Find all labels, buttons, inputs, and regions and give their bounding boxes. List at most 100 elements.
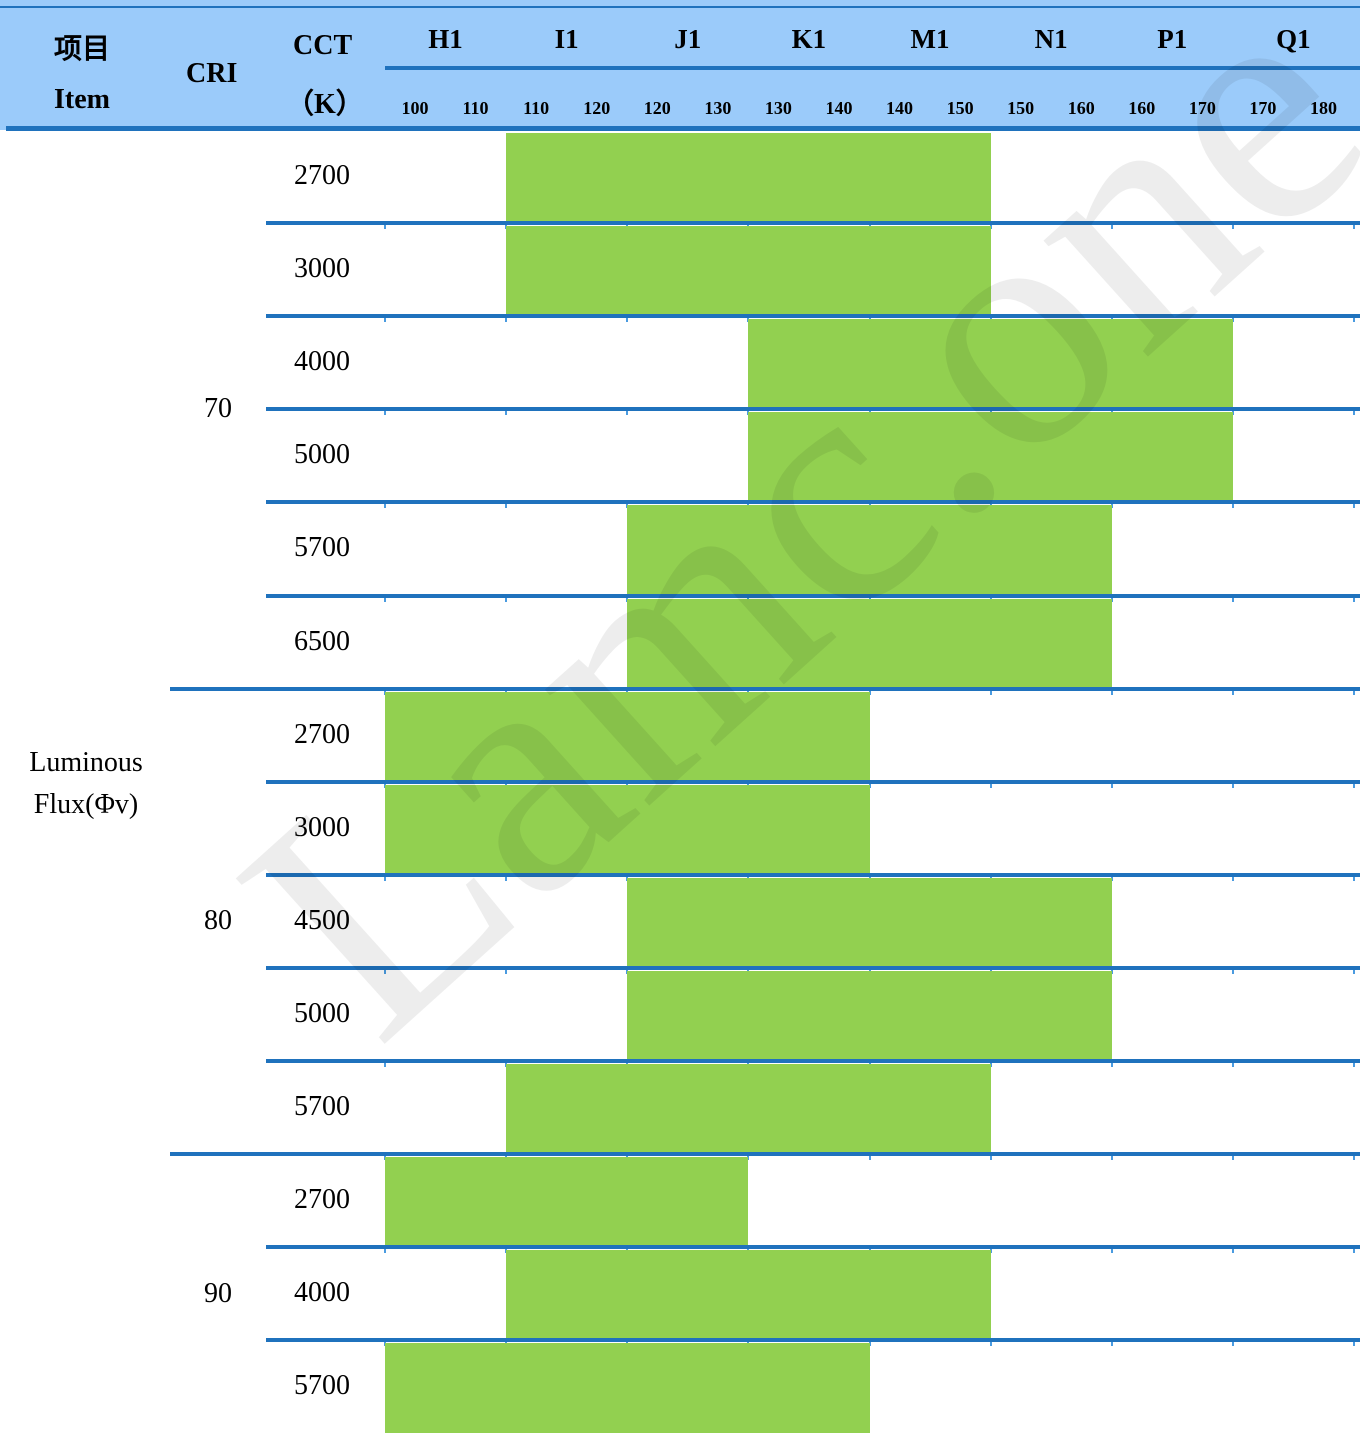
cct-value: 2700	[294, 1184, 350, 1216]
rule-tick	[1110, 876, 1113, 881]
bin-min: 100	[401, 98, 429, 118]
rule-tick	[989, 1342, 992, 1347]
rule-tick	[1231, 690, 1234, 695]
bin-min: 110	[523, 98, 550, 118]
rule-tick	[1110, 1156, 1113, 1161]
flux-bin-range	[627, 877, 1112, 968]
item-label: Luminous Flux(Φv)	[0, 742, 172, 826]
rule-tick	[384, 969, 386, 974]
cct-value: 2700	[294, 718, 350, 750]
bin-max: 180	[1309, 98, 1337, 118]
rule-tick	[626, 318, 629, 323]
bin-name: P1	[1157, 24, 1188, 54]
bin-max: 110	[462, 98, 489, 118]
rule-tick	[1110, 690, 1113, 695]
item-label-line1: Luminous	[29, 747, 143, 778]
bin-max: 140	[825, 98, 853, 118]
cct-value: 2700	[294, 160, 350, 191]
flux-bin-range	[506, 1064, 991, 1155]
bin-max: 170	[1188, 98, 1216, 118]
rule-tick	[868, 1156, 871, 1161]
rule-tick	[505, 969, 508, 974]
rule-tick	[1110, 783, 1113, 788]
row-separator	[266, 965, 1360, 970]
item-cn-header: 项目	[54, 34, 111, 65]
flux-bin-range	[506, 1250, 991, 1341]
rule-tick	[868, 1342, 871, 1347]
bin-name: N1	[1034, 24, 1068, 54]
rule-tick	[1353, 411, 1355, 416]
rule-tick	[1231, 225, 1234, 230]
rule-tick	[1353, 876, 1355, 881]
rule-tick	[1353, 504, 1355, 509]
flux-bin-range	[506, 133, 991, 224]
flux-bin-range	[627, 970, 1112, 1061]
rule-tick	[1110, 504, 1113, 509]
bin-min: 170	[1249, 98, 1277, 118]
row-separator	[266, 407, 1360, 412]
rule-tick	[1353, 783, 1355, 788]
cri-header: CRI	[186, 58, 238, 89]
group-separator	[170, 1152, 1360, 1157]
row-separator	[266, 221, 1360, 226]
rule-tick	[1231, 876, 1234, 881]
cri-value: 90	[204, 1277, 232, 1309]
bin-name: I1	[554, 24, 579, 54]
row-separator	[266, 1059, 1360, 1063]
rule-tick	[626, 411, 629, 416]
item-en-header: Item	[54, 84, 110, 115]
cct-value: 5700	[294, 532, 350, 564]
bin-max: 130	[704, 98, 732, 118]
item-label-line2: Flux(Φv)	[33, 789, 139, 820]
rule-tick	[1231, 318, 1234, 323]
rule-tick	[1110, 969, 1113, 974]
rule-tick	[1231, 1156, 1234, 1161]
rule-tick	[505, 597, 508, 602]
cri-value: 70	[204, 393, 232, 425]
flux-bin-range	[748, 412, 1233, 503]
rule-tick	[1231, 504, 1234, 509]
header-bottom-rule	[6, 126, 1360, 131]
cct-value: 5000	[294, 997, 350, 1029]
bin-min: 130	[764, 98, 792, 118]
rule-tick	[505, 876, 508, 881]
bin-min: 150	[1007, 98, 1035, 118]
rule-tick	[1353, 1156, 1355, 1161]
flux-bin-range	[748, 319, 1233, 410]
rule-tick	[868, 690, 871, 695]
cct-value: 5700	[294, 1091, 350, 1122]
flux-bin-range	[627, 505, 1112, 596]
flux-bin-range	[385, 784, 870, 875]
cct-value: 4000	[294, 346, 350, 378]
cct-value: 4000	[294, 1277, 350, 1309]
rule-tick	[1231, 597, 1234, 602]
flux-bin-range	[506, 226, 991, 317]
rule-tick	[1231, 1063, 1234, 1067]
rule-tick	[384, 318, 386, 323]
bin-min: 140	[886, 98, 913, 118]
cri-value: 80	[204, 905, 232, 937]
rule-tick	[1231, 411, 1234, 416]
cct-value: 5700	[294, 1370, 350, 1402]
cct-value: 3000	[294, 811, 350, 843]
rule-tick	[1110, 1063, 1113, 1067]
row-separator	[266, 1245, 1360, 1250]
flux-bin-range	[627, 598, 1112, 689]
header-top-rule	[0, 6, 1360, 8]
rule-tick	[1353, 690, 1355, 695]
bin-name: M1	[910, 24, 950, 54]
rule-tick	[1231, 1249, 1234, 1254]
cct-value: 3000	[294, 253, 350, 285]
rule-tick	[384, 411, 386, 416]
row-separator	[266, 593, 1360, 598]
rule-tick	[989, 1156, 992, 1161]
rule-tick	[505, 504, 508, 509]
rule-tick	[505, 411, 508, 416]
bin-name: J1	[674, 24, 702, 54]
rule-tick	[989, 225, 992, 230]
bin-max: 150	[946, 98, 974, 118]
rule-tick	[384, 1249, 386, 1254]
row-separator	[266, 872, 1360, 877]
rule-tick	[1110, 225, 1113, 230]
bin-min: 160	[1128, 98, 1156, 118]
